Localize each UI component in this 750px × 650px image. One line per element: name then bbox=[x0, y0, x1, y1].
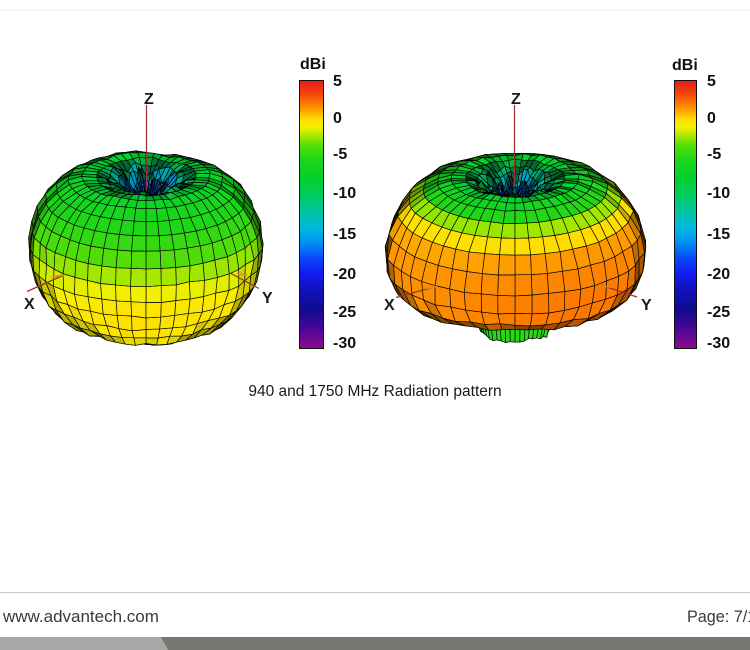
svg-text:Y: Y bbox=[262, 290, 273, 307]
svg-text:X: X bbox=[384, 297, 395, 314]
svg-text:X: X bbox=[24, 296, 35, 313]
svg-text:Y: Y bbox=[641, 297, 652, 314]
svg-text:Z: Z bbox=[144, 91, 154, 108]
svg-text:Z: Z bbox=[511, 91, 521, 108]
